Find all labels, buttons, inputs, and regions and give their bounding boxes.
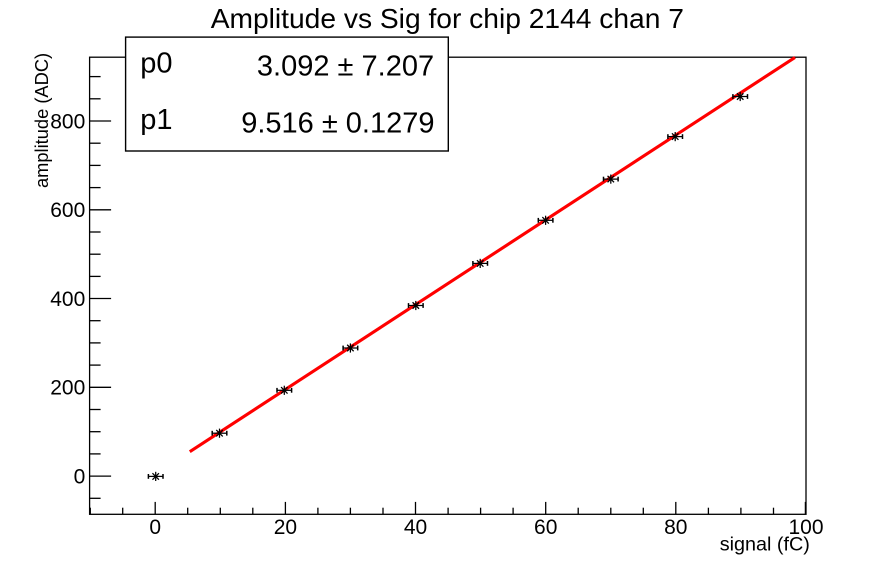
svg-text:p1: p1 xyxy=(140,104,172,136)
svg-text:amplitude (ADC): amplitude (ADC) xyxy=(31,53,52,188)
svg-text:40: 40 xyxy=(404,516,427,539)
svg-text:signal (fC): signal (fC) xyxy=(720,534,810,556)
svg-text:20: 20 xyxy=(274,516,297,539)
svg-text:100: 100 xyxy=(788,516,823,539)
svg-text:Amplitude vs Sig for chip 2144: Amplitude vs Sig for chip 2144 chan 7 xyxy=(211,2,684,34)
svg-text:60: 60 xyxy=(534,516,557,539)
svg-text:200: 200 xyxy=(50,377,85,400)
svg-text:400: 400 xyxy=(50,288,85,311)
svg-text:p0: p0 xyxy=(140,48,172,80)
svg-text:3.092 ± 7.207: 3.092 ± 7.207 xyxy=(257,50,434,82)
svg-text:800: 800 xyxy=(50,110,85,133)
svg-text:80: 80 xyxy=(664,516,687,539)
svg-text:0: 0 xyxy=(74,466,86,489)
svg-text:600: 600 xyxy=(50,199,85,222)
svg-text:0: 0 xyxy=(149,516,161,539)
svg-text:9.516 ± 0.1279: 9.516 ± 0.1279 xyxy=(241,107,434,139)
